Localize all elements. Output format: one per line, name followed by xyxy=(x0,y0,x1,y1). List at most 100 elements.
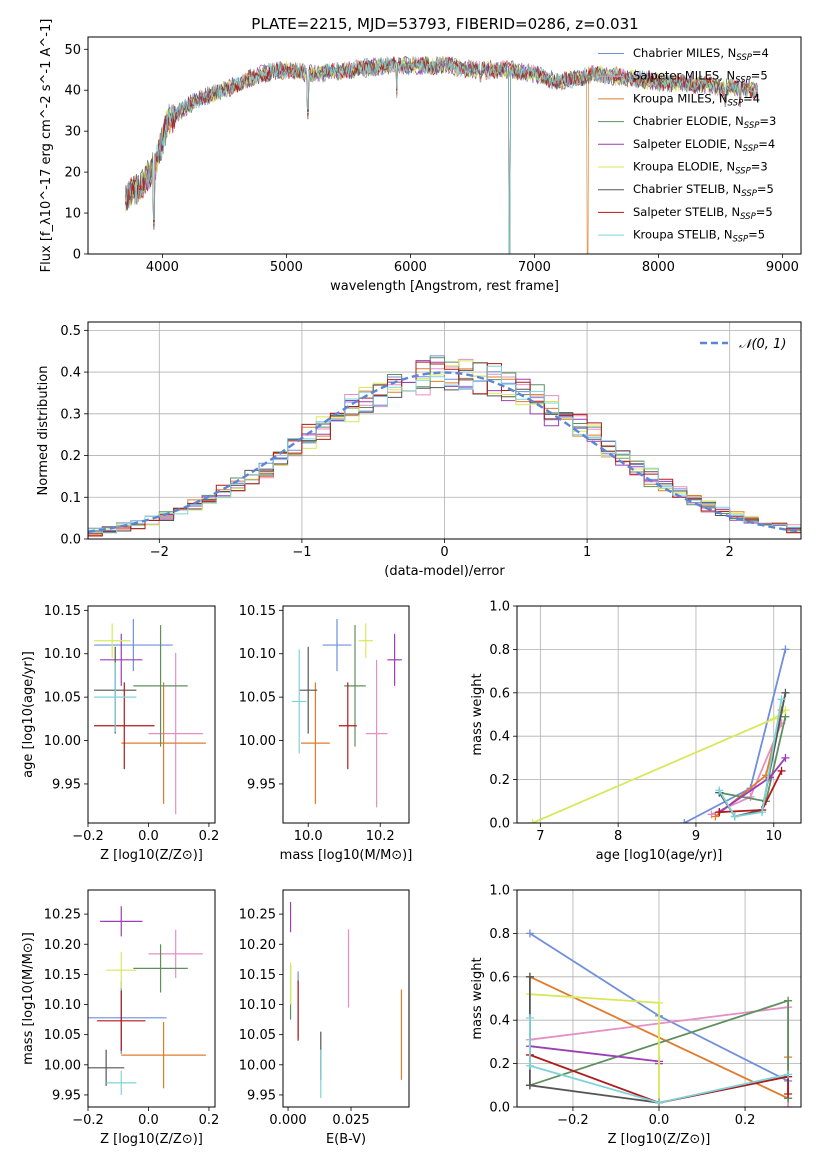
plot-frame xyxy=(282,605,410,824)
legend-entry-name: Kroupa ELODIE, N xyxy=(633,160,735,174)
legend-entry-value: =5 xyxy=(748,228,765,242)
legend-entry-name: Kroupa MILES, N xyxy=(633,91,728,105)
weight-marker xyxy=(758,808,767,817)
y-tick-label: 40 xyxy=(64,84,81,99)
y-tick-label: 10.15 xyxy=(239,604,276,619)
y-tick-label: 0.6 xyxy=(489,970,510,985)
histogram-series xyxy=(88,355,801,538)
y-tick-label: 0.6 xyxy=(489,686,510,701)
y-tick-label: 0.0 xyxy=(60,533,81,548)
y-tick-label: 0.5 xyxy=(60,324,81,339)
x-tick-label: 6000 xyxy=(394,260,427,275)
weight-marker xyxy=(746,792,755,801)
x-tick-label: 9000 xyxy=(766,260,799,275)
weight-marker xyxy=(525,1014,534,1023)
x-tick-label: 0.000 xyxy=(269,1113,306,1128)
y-tick-label: 50 xyxy=(64,43,81,58)
y-tick-label: 10.10 xyxy=(239,647,276,662)
legend-entry-value: =3 xyxy=(751,160,768,174)
x-tick-label: 0 xyxy=(440,545,448,560)
y-tick-label: 9.95 xyxy=(247,1088,276,1103)
x-tick-label: 0.025 xyxy=(332,1113,369,1128)
legend-entry: Chabrier ELODIE, NSSP=3 xyxy=(633,114,776,131)
legend-entry-subscript: SSP xyxy=(736,53,752,63)
spectrum-series-line xyxy=(124,56,758,254)
legend-entry-name: Chabrier MILES, N xyxy=(633,46,736,60)
x-tick-label: 2 xyxy=(726,545,734,560)
x-tick-label: 4000 xyxy=(146,260,179,275)
y-tick-label: 10.05 xyxy=(239,1028,276,1043)
spectrum-series-line xyxy=(124,56,758,254)
y-tick-label: 0.3 xyxy=(60,407,81,422)
y-tick-label: 10 xyxy=(64,207,81,222)
y-tick-label: 10.20 xyxy=(239,938,276,953)
legend-entry-name: Chabrier ELODIE, N xyxy=(633,114,744,128)
weight-series-line xyxy=(718,699,783,818)
mass-vs-extinction-panel: 0.000 0.025 9.95 10.00 10.05 10.10 10.15 10.20 1… xyxy=(239,889,410,1147)
legend-entry: Salpeter ELODIE, NSSP=4 xyxy=(633,137,775,154)
weight-marker xyxy=(784,1103,793,1107)
y-tick-label: 10.15 xyxy=(44,604,81,619)
x-tick-label: −1 xyxy=(292,545,311,560)
y-axis-label: Normed distribution xyxy=(36,366,51,496)
x-axis-label: wavelength [Angstrom, rest frame] xyxy=(330,279,559,294)
weight-marker xyxy=(525,1081,534,1090)
x-axis-label: Z [log10(Z/Z⊙)] xyxy=(608,1132,711,1147)
y-tick-label: 0 xyxy=(73,248,81,263)
x-tick-label: 0.0 xyxy=(138,1113,159,1128)
figure-title: PLATE=2215, MJD=53793, FIBERID=0286, z=0… xyxy=(251,15,638,33)
errorbar-points xyxy=(88,906,206,1095)
x-tick-label: 8000 xyxy=(642,260,675,275)
plot-frame xyxy=(87,605,216,824)
legend-entry: Kroupa ELODIE, NSSP=3 xyxy=(633,160,768,177)
y-tick-label: 10.05 xyxy=(239,691,276,706)
y-tick-label: 9.95 xyxy=(247,777,276,792)
weight-marker xyxy=(680,819,689,823)
y-axis-label: mass weight xyxy=(470,957,485,1039)
y-tick-label: 0.8 xyxy=(489,643,510,658)
x-tick-label: −2 xyxy=(150,545,169,560)
legend-entry-subscript: SSP xyxy=(741,189,757,199)
legend-entry-subscript: SSP xyxy=(733,235,749,245)
y-tick-label: 0.4 xyxy=(60,366,81,381)
x-tick-label: 1 xyxy=(583,545,591,560)
weight-marker xyxy=(784,1089,793,1098)
x-tick-label: 0.2 xyxy=(735,1113,756,1128)
x-axis-label: Z [log10(Z/Z⊙)] xyxy=(100,848,203,863)
y-tick-label: 0.4 xyxy=(489,1014,510,1029)
x-tick-label: 10.0 xyxy=(294,829,323,844)
weight-marker xyxy=(525,972,534,981)
spectrum-series-line xyxy=(124,56,758,254)
weight-marker xyxy=(525,1061,534,1070)
spectrum-lines xyxy=(124,55,758,254)
errorbar-points xyxy=(289,902,403,1098)
plot-frame xyxy=(87,36,802,255)
legend-entry-value: =4 xyxy=(758,137,775,151)
legend-entry-value: =5 xyxy=(751,69,768,83)
x-tick-label: 0.2 xyxy=(199,829,220,844)
y-tick-label: 20 xyxy=(64,166,81,181)
plot-frame xyxy=(282,889,410,1108)
y-tick-label: 10.00 xyxy=(44,734,81,749)
legend-entry-name: Salpeter MILES, N xyxy=(633,69,735,83)
weight-series-line xyxy=(529,993,660,1107)
weight-marker xyxy=(730,812,739,821)
histogram-legend: 𝒩(0, 1) xyxy=(700,337,786,352)
x-tick-label: 7 xyxy=(536,829,544,844)
legend-entry-name: Kroupa STELIB, N xyxy=(633,228,733,242)
weight-marker xyxy=(528,819,537,823)
y-tick-label: 10.00 xyxy=(239,1058,276,1073)
legend-entry-name: Chabrier STELIB, N xyxy=(633,182,741,196)
legend-entry-name: Salpeter STELIB, N xyxy=(633,205,740,219)
errorbar-points xyxy=(292,619,402,808)
weight-marker xyxy=(777,766,786,775)
x-tick-label: 10.2 xyxy=(366,829,395,844)
legend-entry-value: =4 xyxy=(743,91,760,105)
y-tick-label: 10.00 xyxy=(239,734,276,749)
weight-marker xyxy=(769,714,778,723)
weight-series xyxy=(528,645,790,823)
y-tick-label: 0.0 xyxy=(489,1101,510,1116)
y-axis-label: mass weight xyxy=(470,673,485,755)
